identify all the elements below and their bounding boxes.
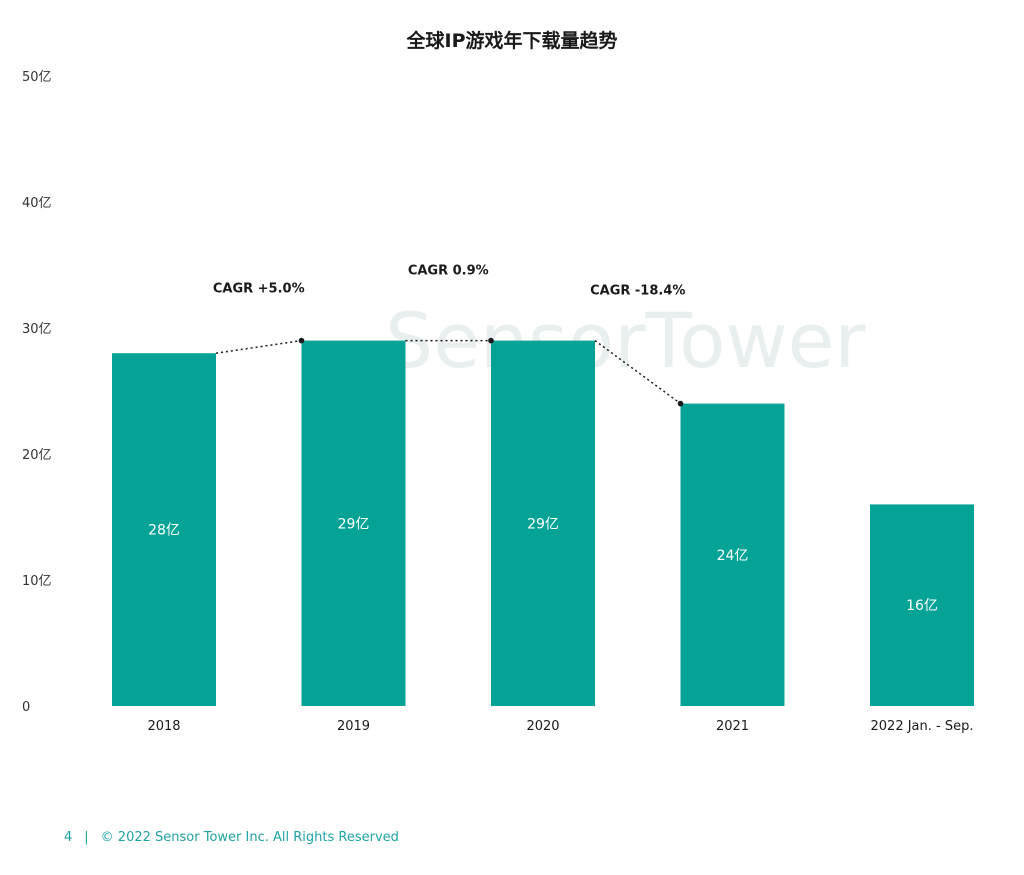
y-tick-label: 50亿 (22, 70, 52, 85)
cagr-label: CAGR +5.0% (213, 282, 305, 297)
cagr-connector-dot (677, 400, 684, 407)
copyright-text: © 2022 Sensor Tower Inc. All Rights Rese… (100, 830, 399, 845)
bar-value-label: 29亿 (338, 516, 370, 532)
cagr-annotations: CAGR +5.0% CAGR 0.9% CAGR -18.4% (213, 264, 685, 407)
bar (870, 504, 974, 706)
bar-value-label: 16亿 (906, 598, 938, 614)
chart-canvas: SensorTower 0 10亿 20亿 30亿 40亿 50亿 28亿 29亿 29亿 24… (22, 70, 974, 734)
x-tick-label: 2018 (147, 719, 180, 734)
y-tick-label: 10亿 (22, 574, 52, 589)
cagr-connector (215, 339, 302, 354)
watermark-text: SensorTower (385, 296, 866, 385)
chart-title: 全球IP游戏年下载量趋势 (406, 30, 618, 52)
y-axis: 0 10亿 20亿 30亿 40亿 50亿 (22, 70, 52, 715)
y-tick-label: 40亿 (22, 196, 52, 211)
bar (112, 353, 216, 706)
footer-separator: | (84, 830, 89, 845)
x-tick-label: 2022 Jan. - Sep. (871, 719, 974, 734)
page-number: 4 (64, 830, 73, 845)
bar-value-label: 28亿 (148, 523, 180, 539)
cagr-label: CAGR -18.4% (590, 284, 685, 299)
bar (301, 340, 406, 706)
bar-value-label: 24亿 (717, 548, 749, 564)
bar (680, 403, 785, 706)
cagr-label: CAGR 0.9% (408, 264, 489, 279)
x-axis: 2018 2019 2020 2021 2022 Jan. - Sep. (147, 719, 973, 734)
x-tick-label: 2021 (716, 719, 749, 734)
y-tick-label: 20亿 (22, 448, 52, 463)
footer: 4 | © 2022 Sensor Tower Inc. All Rights … (64, 830, 399, 845)
cagr-connector-dot (298, 337, 305, 344)
x-tick-label: 2020 (526, 719, 559, 734)
y-tick-label: 30亿 (22, 322, 52, 337)
cagr-connector-dot (488, 337, 494, 344)
bars-group: 28亿 29亿 29亿 24亿 16亿 (112, 340, 974, 706)
y-tick-label: 0 (22, 700, 30, 715)
x-tick-label: 2019 (337, 719, 370, 734)
bar-value-label: 29亿 (527, 516, 559, 532)
bar (491, 340, 595, 706)
